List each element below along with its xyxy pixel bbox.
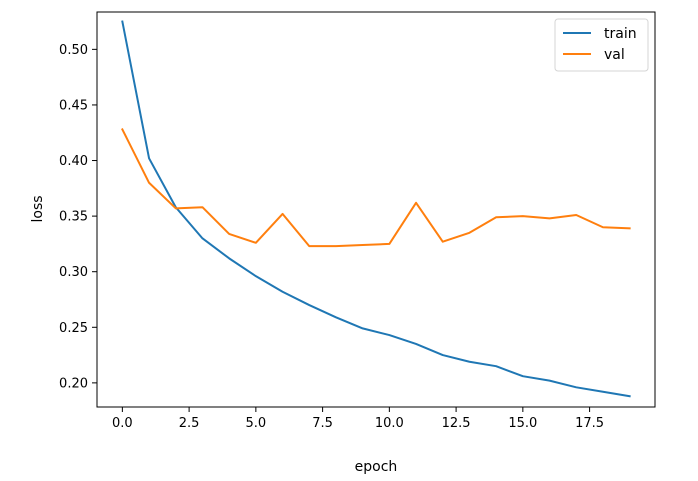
y-tick-label: 0.45 [59,98,88,113]
x-tick-label: 15.0 [508,416,537,431]
x-tick-label: 10.0 [375,416,404,431]
y-tick-label: 0.40 [59,154,88,169]
x-tick-label: 2.5 [179,416,200,431]
y-tick-label: 0.35 [59,210,88,225]
plot-frame [96,11,656,408]
legend-items: train val [563,26,637,63]
y-tick-label: 0.50 [59,43,88,58]
y-tick-label: 0.30 [59,265,88,280]
series-line-val [121,128,631,248]
x-tick-label: 12.5 [442,416,471,431]
x-tick-label: 0.0 [112,416,133,431]
legend-label-val: val [604,47,625,63]
y-tick-label: 0.20 [59,376,88,391]
y-tick-label: 0.25 [59,321,88,336]
x-tick-label: 7.5 [312,416,333,431]
x-tick-label: 17.5 [575,416,604,431]
plot-layer [121,20,631,398]
y-axis-ticks: 0.20 0.25 0.30 0.35 0.40 0.45 0.50 [59,43,97,391]
series-line-train [121,20,631,398]
x-axis-ticks: 0.0 2.5 5.0 7.5 10.0 12.5 15.0 17.5 [112,407,604,431]
y-axis-label: loss [30,195,46,222]
x-axis-label: epoch [355,459,398,475]
legend: train val [554,18,649,72]
legend-label-train: train [604,26,637,42]
x-tick-label: 5.0 [246,416,267,431]
